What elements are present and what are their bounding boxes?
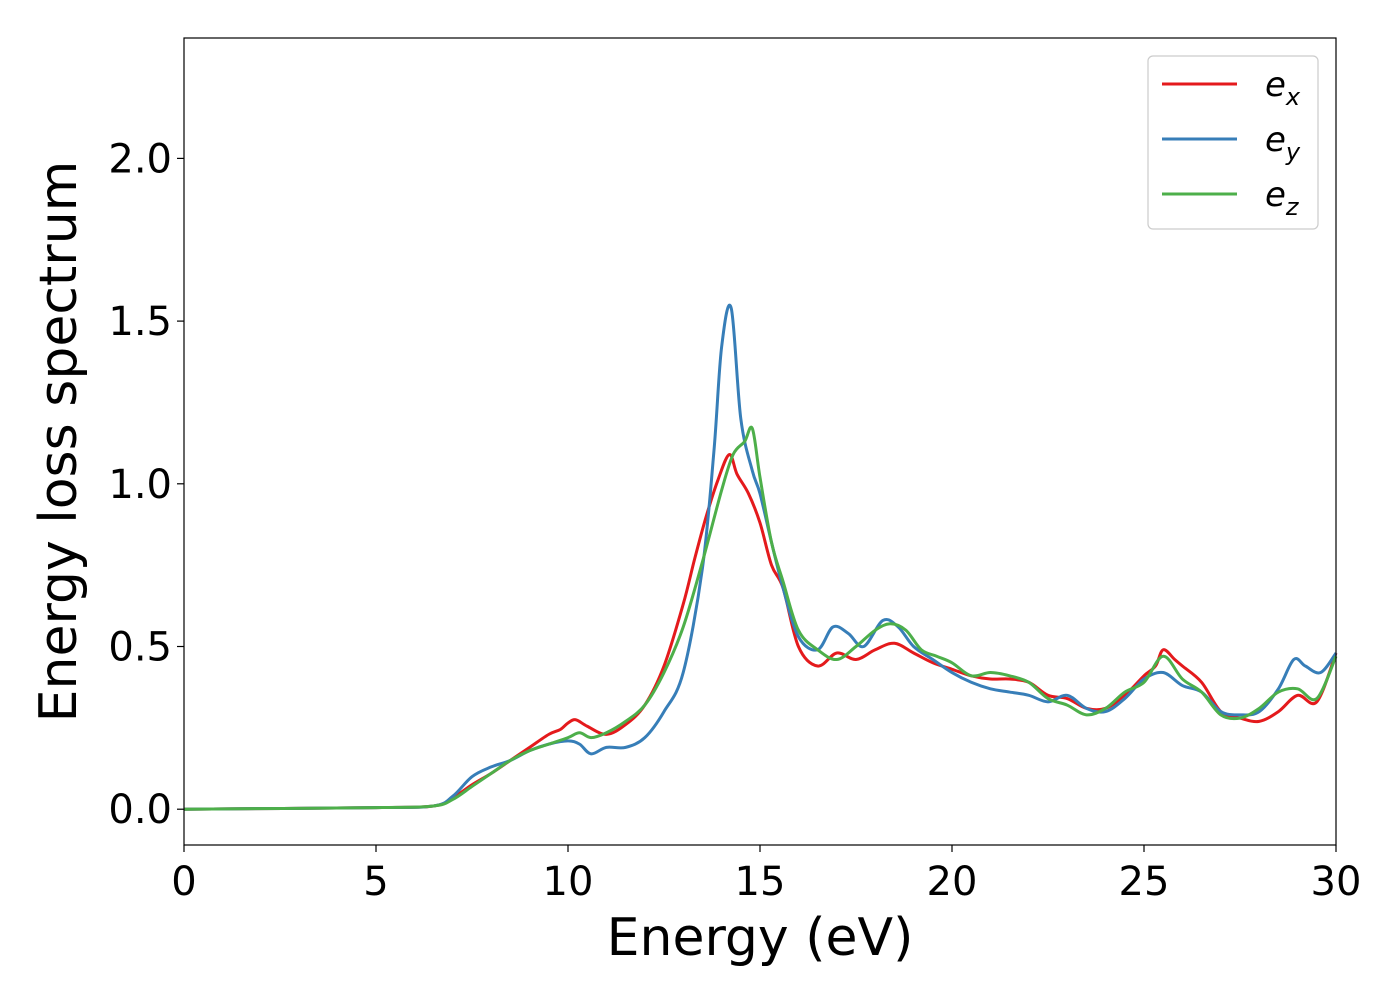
legend-entry-subscript: y [1285, 138, 1301, 166]
x-tick-label: 5 [363, 859, 388, 905]
legend-entry-name: e [1265, 175, 1286, 215]
x-tick-label: 10 [543, 859, 594, 905]
x-axis-ticks: 0 5 10 15 20 25 30 [171, 845, 1361, 905]
legend-entry-label: ey [1265, 120, 1301, 166]
legend-box [1147, 55, 1319, 230]
x-tick-label: 25 [1119, 859, 1170, 905]
legend-entry-subscript: z [1285, 193, 1300, 221]
x-tick-label: 20 [927, 859, 978, 905]
legend-entry-label: ex [1265, 65, 1301, 111]
y-axis-ticks: 0.0 0.5 1.0 1.5 2.0 [108, 136, 184, 833]
legend-entry-label: ez [1265, 175, 1300, 221]
x-tick-label: 0 [171, 859, 196, 905]
series-layer [183, 303, 1338, 811]
legend-entry-name: e [1265, 65, 1286, 105]
y-tick-label: 1.0 [108, 462, 172, 508]
y-tick-label: 0.0 [108, 787, 172, 833]
series-line-e-z [183, 425, 1338, 811]
y-tick-label: 2.0 [108, 136, 172, 182]
y-tick-label: 0.5 [108, 625, 172, 671]
y-axis-label: Energy loss spectrum [29, 161, 89, 723]
series-line-e-x [183, 453, 1338, 811]
x-tick-label: 15 [735, 859, 786, 905]
x-tick-label: 30 [1311, 859, 1362, 905]
legend-entry-name: e [1265, 120, 1286, 160]
legend-entry-subscript: x [1285, 83, 1301, 111]
x-axis-label: Energy (eV) [607, 908, 914, 968]
y-tick-label: 1.5 [108, 299, 172, 345]
